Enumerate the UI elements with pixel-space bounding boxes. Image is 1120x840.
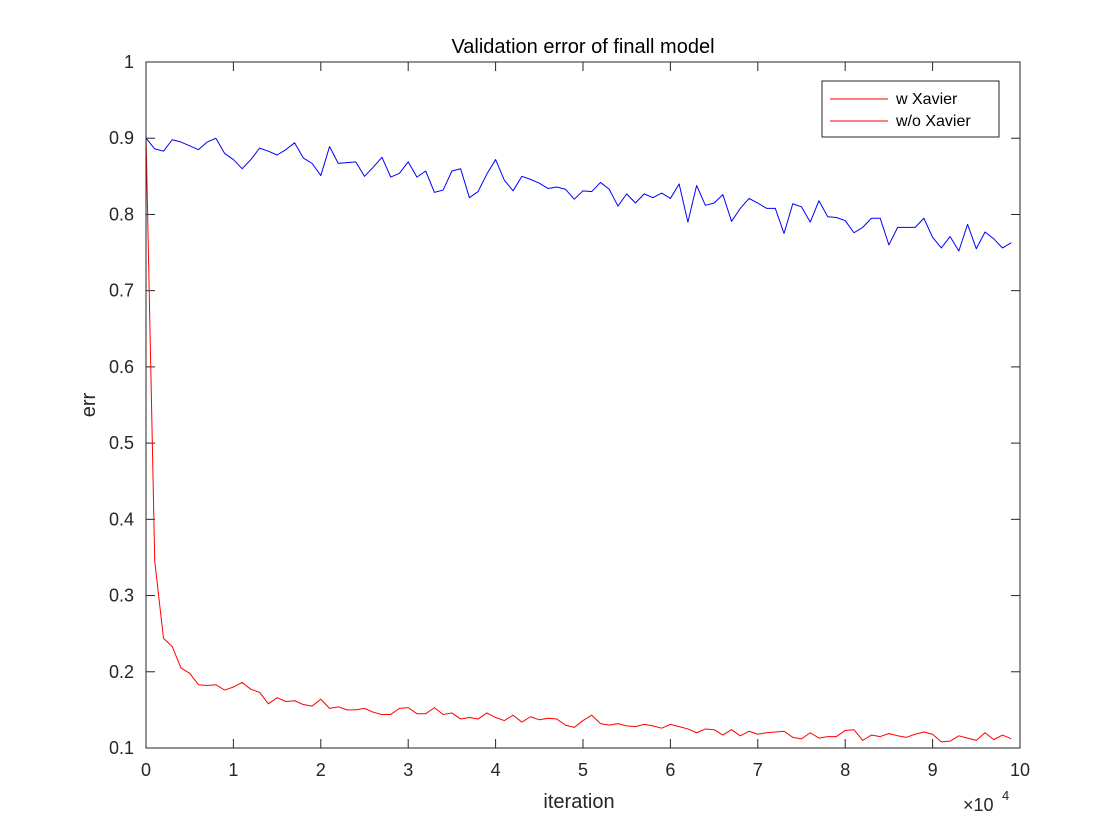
y-tick-label: 0.1: [109, 738, 134, 758]
y-tick-label: 0.3: [109, 586, 134, 606]
x-axis-label: iteration: [543, 791, 614, 813]
y-tick-label: 0.2: [109, 662, 134, 682]
x-exponent-power: 4: [1002, 788, 1009, 803]
series-line-2: [145, 134, 1012, 743]
x-tick-label: 7: [753, 760, 763, 780]
x-exponent-base: ×10: [963, 795, 994, 815]
series-group: [145, 134, 1012, 743]
y-axis: 0.1 0.2 0.3 0.4 0.5 0.6 0.7 0.8 0.9 1: [109, 52, 1020, 758]
y-tick-label: 0.5: [109, 433, 134, 453]
x-tick-label: 5: [578, 760, 588, 780]
y-tick-label: 0.9: [109, 128, 134, 148]
x-tick-label: 4: [491, 760, 501, 780]
y-tick-label: 0.6: [109, 357, 134, 377]
y-tick-label: 0.4: [109, 509, 134, 529]
y-tick-label: 1: [124, 52, 134, 72]
x-tick-label: 8: [840, 760, 850, 780]
y-tick-label: 0.8: [109, 204, 134, 224]
legend-label-1: w Xavier: [895, 91, 958, 108]
legend-label-2: w/o Xavier: [895, 113, 971, 130]
chart-title: Validation error of finall model: [451, 36, 714, 58]
y-axis-label: err: [78, 392, 100, 417]
x-tick-label: 2: [316, 760, 326, 780]
series-line-1: [145, 137, 1012, 252]
plot-area: [146, 62, 1020, 748]
x-tick-label: 1: [228, 760, 238, 780]
legend: w Xavier w/o Xavier: [821, 80, 1000, 138]
y-tick-label: 0.7: [109, 281, 134, 301]
plot-frame: [145, 61, 1021, 749]
x-tick-label: 9: [928, 760, 938, 780]
x-tick-label: 10: [1010, 760, 1030, 780]
legend-box: [821, 80, 1000, 138]
x-axis: 0 1 2 3 4 5 6 7 8 9 10: [141, 62, 1030, 780]
x-tick-label: 6: [665, 760, 675, 780]
x-tick-label: 0: [141, 760, 151, 780]
x-exponent-label: ×10 4: [963, 788, 1009, 815]
x-tick-label: 3: [403, 760, 413, 780]
